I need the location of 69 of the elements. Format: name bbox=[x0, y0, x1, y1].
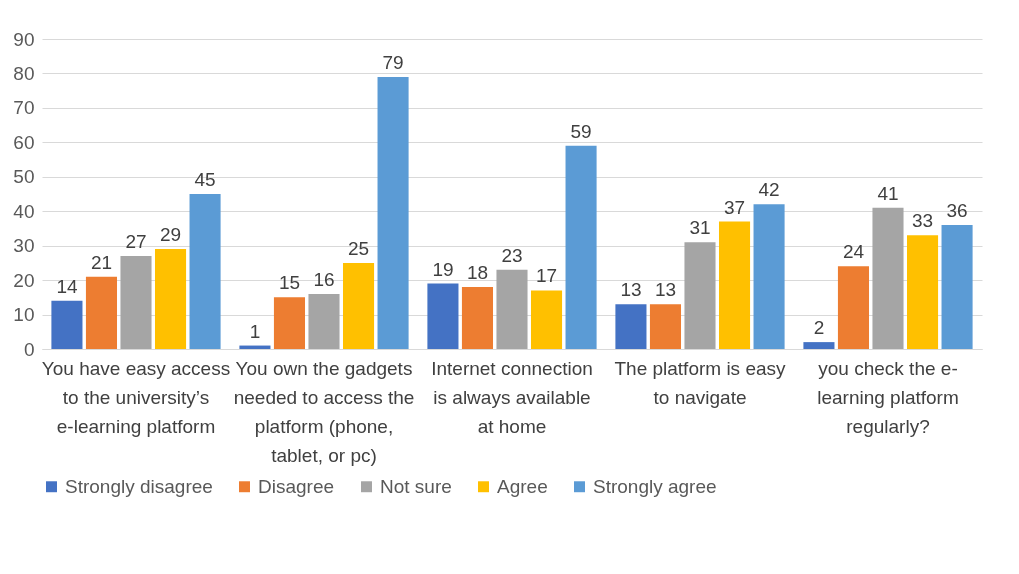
bar bbox=[273, 297, 306, 349]
y-tick-label: 70 bbox=[13, 97, 35, 119]
data-label: 31 bbox=[689, 217, 711, 239]
bar bbox=[85, 276, 118, 349]
bar bbox=[120, 256, 152, 349]
bar bbox=[530, 290, 563, 349]
data-label: 27 bbox=[125, 231, 147, 252]
data-label: 16 bbox=[313, 268, 335, 290]
data-label: 45 bbox=[194, 169, 216, 190]
y-tick-label: 60 bbox=[13, 131, 35, 153]
bar bbox=[342, 262, 375, 349]
y-tick-label: 80 bbox=[13, 62, 35, 84]
bar bbox=[189, 194, 221, 349]
legend-label: Not sure bbox=[380, 475, 452, 497]
data-label: 15 bbox=[278, 272, 301, 294]
bar bbox=[51, 300, 83, 349]
bar bbox=[649, 304, 682, 349]
data-label: 36 bbox=[946, 200, 968, 221]
bar bbox=[154, 249, 187, 349]
x-tick-label: The platform is easy to navigate bbox=[614, 357, 787, 408]
bar bbox=[941, 225, 973, 349]
x-tick-label: You have easy access to the university’s e-learning platform bbox=[41, 357, 231, 437]
data-label: 41 bbox=[877, 182, 899, 204]
x-tick-label: you check the e-learning platform regularly? bbox=[817, 357, 959, 437]
bar bbox=[496, 269, 528, 349]
x-tick-label: You own the gadgets needed to access the platform (phone, tablet, or pc) bbox=[233, 357, 415, 466]
data-label: 13 bbox=[620, 279, 642, 301]
data-label: 23 bbox=[501, 244, 523, 266]
data-label: 18 bbox=[466, 262, 489, 283]
bar bbox=[427, 283, 459, 349]
bar bbox=[718, 221, 751, 349]
data-label: 19 bbox=[432, 258, 454, 280]
data-label: 17 bbox=[535, 265, 558, 287]
y-tick-label: 0 bbox=[23, 338, 35, 360]
y-tick-label: 30 bbox=[13, 235, 35, 257]
data-label: 1 bbox=[249, 320, 261, 342]
y-tick-label: 90 bbox=[13, 28, 35, 50]
data-label: 37 bbox=[723, 196, 746, 218]
y-tick-label: 10 bbox=[13, 304, 35, 326]
data-label: 13 bbox=[654, 279, 677, 301]
data-label: 59 bbox=[570, 120, 592, 142]
legend-label: Agree bbox=[497, 475, 548, 497]
bar bbox=[906, 235, 939, 349]
legend-label: Strongly agree bbox=[593, 475, 717, 497]
bar bbox=[837, 266, 870, 349]
bar bbox=[803, 342, 835, 349]
data-label: 29 bbox=[159, 224, 182, 246]
legend-label: Disagree bbox=[258, 475, 335, 497]
data-label: 21 bbox=[90, 251, 113, 273]
bar bbox=[377, 76, 409, 349]
y-tick-label: 20 bbox=[13, 269, 35, 291]
bar bbox=[684, 242, 716, 349]
bar bbox=[615, 304, 647, 349]
data-label: 42 bbox=[758, 179, 780, 201]
y-tick-label: 40 bbox=[13, 200, 35, 222]
bar bbox=[461, 287, 494, 349]
legend-label: Strongly disagree bbox=[65, 475, 213, 497]
bar bbox=[753, 204, 785, 349]
data-label: 33 bbox=[911, 210, 934, 232]
data-label: 2 bbox=[813, 317, 825, 339]
bar bbox=[308, 293, 340, 349]
x-tick-label: Internet connection is always available at home bbox=[431, 357, 593, 437]
bar bbox=[565, 145, 597, 349]
y-tick-label: 50 bbox=[13, 166, 35, 188]
bar bbox=[872, 207, 904, 349]
data-label: 14 bbox=[56, 275, 78, 297]
data-label: 79 bbox=[382, 51, 404, 73]
data-label: 25 bbox=[347, 237, 370, 259]
data-label: 24 bbox=[842, 241, 865, 263]
